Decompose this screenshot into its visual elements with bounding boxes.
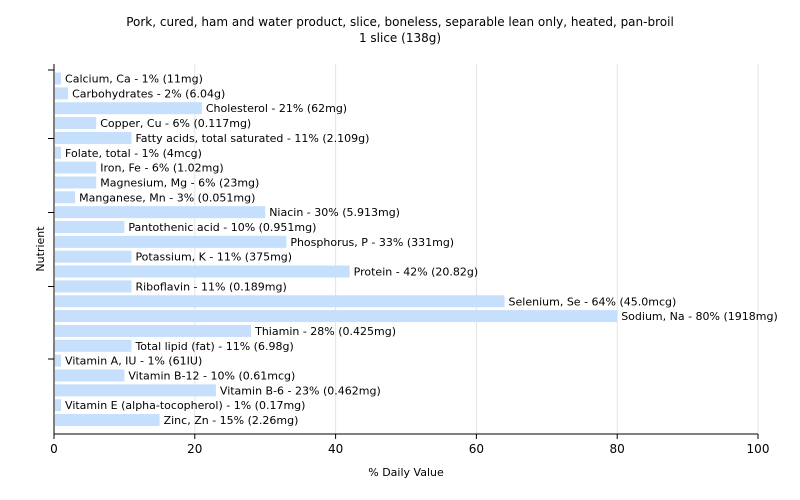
- bar-label: Vitamin B-6 - 23% (0.462mg): [220, 384, 381, 397]
- bar: [55, 131, 132, 144]
- bar: [55, 324, 252, 337]
- bar-label: Fatty acids, total saturated - 11% (2.10…: [135, 132, 369, 145]
- x-tick-label: 0: [50, 442, 58, 456]
- bar-label: Riboflavin - 11% (0.189mg): [135, 280, 286, 293]
- bar-label: Cholesterol - 21% (62mg): [206, 102, 347, 115]
- bar-label: Vitamin A, IU - 1% (61IU): [65, 355, 202, 368]
- bar: [55, 176, 97, 189]
- bar-label: Potassium, K - 11% (375mg): [135, 251, 292, 264]
- chart-title: Pork, cured, ham and water product, slic…: [0, 14, 800, 46]
- bar-label: Copper, Cu - 6% (0.117mg): [100, 117, 251, 130]
- bar-label: Calcium, Ca - 1% (11mg): [65, 73, 203, 86]
- bar: [55, 310, 618, 323]
- bar-label: Carbohydrates - 2% (6.04g): [72, 87, 225, 100]
- bar-label: Total lipid (fat) - 11% (6.98g): [134, 340, 293, 353]
- axes: 0 20 40 60 80 100: [48, 64, 769, 456]
- bar: [55, 206, 266, 219]
- bar-label: Sodium, Na - 80% (1918mg): [621, 310, 778, 323]
- chart-title-line: Pork, cured, ham and water product, slic…: [126, 15, 674, 29]
- bar-label: Thiamin - 28% (0.425mg): [254, 325, 396, 338]
- bar: [55, 369, 125, 382]
- bar-label: Vitamin E (alpha-tocopherol) - 1% (0.17m…: [65, 399, 305, 412]
- bar: [55, 87, 69, 100]
- grid-lines: [194, 64, 759, 434]
- chart-subtitle: 1 slice (138g): [358, 31, 442, 45]
- bar: [55, 221, 125, 233]
- bar-label: Magnesium, Mg - 6% (23mg): [100, 176, 259, 189]
- bar: [55, 354, 62, 367]
- bar-label: Vitamin B-12 - 10% (0.61mcg): [128, 370, 295, 383]
- bar: [55, 72, 62, 85]
- bar: [55, 102, 202, 115]
- bar-label: Zinc, Zn - 15% (2.26mg): [164, 414, 299, 427]
- bar: [55, 117, 97, 130]
- x-axis-title: % Daily Value: [368, 466, 444, 479]
- bar: [55, 250, 132, 263]
- bar-label: Niacin - 30% (5.913mg): [269, 206, 400, 219]
- bar-labels: Calcium, Ca - 1% (11mg)Carbohydrates - 2…: [65, 73, 778, 428]
- bar: [55, 280, 132, 293]
- x-tick-label: 60: [469, 442, 484, 456]
- bar-label: Phosphorus, P - 33% (331mg): [290, 236, 454, 249]
- bar: [55, 191, 76, 204]
- bar: [55, 161, 97, 174]
- bar: [55, 384, 216, 397]
- bar-label: Selenium, Se - 64% (45.0mcg): [509, 295, 677, 308]
- bar-label: Manganese, Mn - 3% (0.051mg): [79, 191, 255, 204]
- bar: [55, 295, 505, 308]
- y-axis-title: Nutrient: [34, 226, 47, 272]
- x-tick-label: 80: [610, 442, 625, 456]
- x-tick-label: 100: [747, 442, 770, 456]
- bar: [55, 399, 62, 412]
- bar-label: Iron, Fe - 6% (1.02mg): [100, 162, 223, 175]
- x-tick-label: 40: [328, 442, 343, 456]
- bar-label: Folate, total - 1% (4mcg): [65, 147, 202, 160]
- bars: [55, 72, 618, 427]
- bar-label: Protein - 42% (20.82g): [354, 266, 479, 279]
- bar: [55, 414, 160, 427]
- bar: [55, 265, 350, 278]
- x-tick-label: 20: [187, 442, 202, 456]
- bar: [55, 339, 132, 352]
- bar: [55, 146, 62, 159]
- bar: [55, 235, 287, 248]
- bar-label: Pantothenic acid - 10% (0.951mg): [128, 221, 316, 234]
